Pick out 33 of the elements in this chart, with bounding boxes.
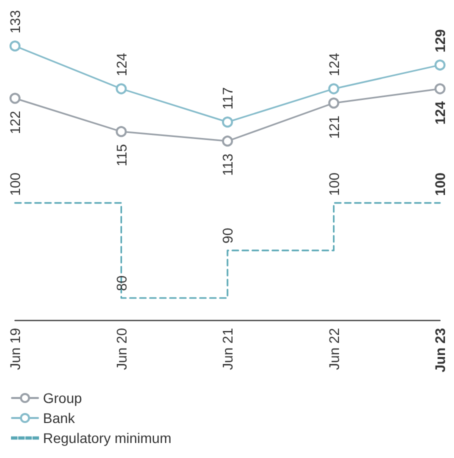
point <box>434 60 446 71</box>
point <box>116 126 127 138</box>
point <box>222 116 233 128</box>
data-label: 117 <box>220 87 236 110</box>
data-label: 100 <box>432 172 448 196</box>
point <box>328 98 340 109</box>
legend-label: Bank <box>43 410 76 426</box>
x-tick-label: Jun 20 <box>113 328 130 370</box>
data-label: 80 <box>113 275 130 291</box>
point <box>222 136 233 147</box>
point <box>10 92 20 104</box>
x-tick-label: Jun 19 <box>7 328 23 370</box>
x-tick-label: Jun 23 <box>432 328 448 372</box>
point <box>328 83 340 94</box>
legend-label: Group <box>43 390 82 406</box>
data-label: 100 <box>326 172 342 196</box>
data-label: 124 <box>326 52 342 76</box>
data-label: 124 <box>113 52 130 76</box>
legend-label: Regulatory minimum <box>43 430 172 446</box>
data-label: 90 <box>220 228 236 244</box>
x-tick-label: Jun 21 <box>220 328 236 370</box>
data-label: 113 <box>220 153 236 176</box>
x-tick-label: Jun 22 <box>326 328 342 370</box>
data-label: 129 <box>432 28 448 53</box>
data-label: 122 <box>7 110 23 134</box>
data-label: 121 <box>326 115 342 139</box>
point <box>116 83 127 94</box>
data-label: 124 <box>432 101 448 125</box>
data-label: 100 <box>7 172 23 196</box>
data-label: 133 <box>7 10 23 34</box>
data-label: 115 <box>113 144 130 166</box>
point <box>434 83 446 94</box>
point <box>10 40 20 52</box>
